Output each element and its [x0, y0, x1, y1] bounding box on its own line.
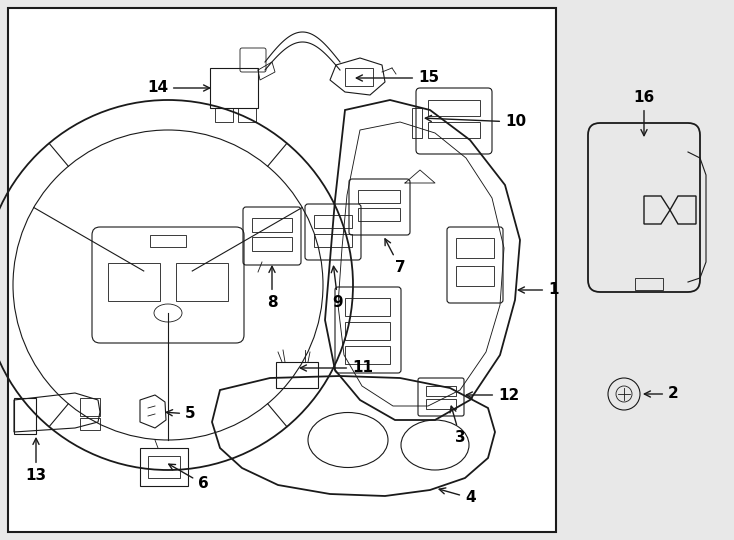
Bar — [358, 190, 400, 203]
Bar — [314, 234, 352, 247]
Bar — [456, 266, 494, 286]
Text: 12: 12 — [466, 388, 519, 402]
Text: 16: 16 — [633, 90, 655, 136]
Text: 9: 9 — [331, 266, 344, 310]
Text: 13: 13 — [26, 438, 46, 483]
Text: 8: 8 — [266, 266, 277, 310]
Text: 7: 7 — [385, 239, 405, 275]
Text: 3: 3 — [450, 406, 465, 445]
Bar — [345, 346, 390, 364]
Text: 5: 5 — [167, 407, 196, 422]
Bar — [412, 108, 422, 138]
Bar — [215, 108, 233, 122]
Bar — [238, 108, 256, 122]
FancyBboxPatch shape — [92, 227, 244, 343]
Text: 14: 14 — [147, 80, 210, 96]
Bar — [108, 263, 160, 301]
Bar — [140, 448, 188, 486]
Bar — [210, 68, 258, 108]
Text: 1: 1 — [518, 282, 559, 298]
Bar — [176, 263, 228, 301]
Bar — [635, 278, 663, 290]
Text: 10: 10 — [425, 114, 526, 130]
Bar — [150, 235, 186, 247]
Text: 11: 11 — [300, 361, 373, 375]
Text: 2: 2 — [644, 387, 679, 402]
Bar — [428, 100, 480, 116]
Bar — [252, 237, 292, 251]
Bar — [345, 68, 373, 86]
Bar — [456, 238, 494, 258]
Text: 15: 15 — [356, 71, 439, 85]
Bar — [148, 456, 180, 478]
Bar — [426, 399, 456, 409]
Text: 4: 4 — [439, 488, 476, 505]
Bar — [345, 298, 390, 316]
Bar — [8, 8, 556, 532]
Bar — [14, 398, 36, 434]
Bar — [314, 215, 352, 228]
Bar — [80, 398, 100, 416]
Bar — [428, 122, 480, 138]
Bar — [252, 218, 292, 232]
Bar — [358, 208, 400, 221]
Text: 6: 6 — [169, 464, 208, 491]
Bar — [80, 418, 100, 430]
Bar — [345, 322, 390, 340]
Bar — [276, 362, 318, 388]
Bar — [426, 386, 456, 396]
